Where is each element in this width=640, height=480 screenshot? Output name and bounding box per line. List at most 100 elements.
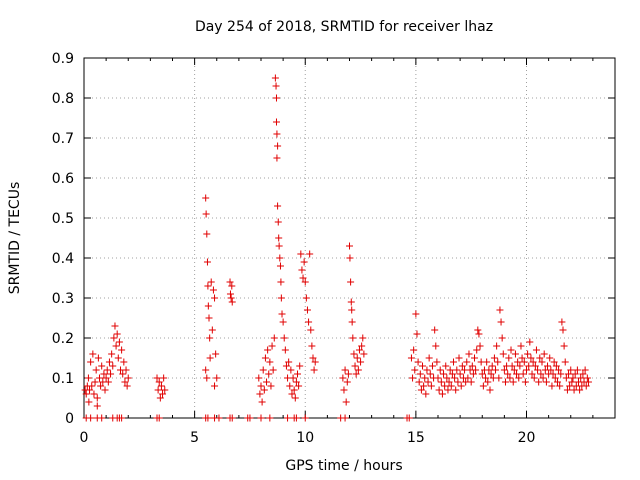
data-point — [227, 294, 235, 302]
data-point — [428, 362, 436, 370]
data-point — [407, 354, 415, 362]
data-point — [510, 366, 518, 374]
data-point — [569, 374, 577, 382]
data-point — [584, 378, 592, 386]
x-tick-label: 20 — [518, 430, 536, 446]
data-point — [288, 390, 296, 398]
data-point — [84, 374, 92, 382]
data-point — [91, 378, 99, 386]
data-point — [274, 142, 282, 150]
data-point — [122, 366, 130, 374]
data-point — [524, 350, 532, 358]
data-point — [412, 310, 420, 318]
data-point — [264, 346, 272, 354]
data-point — [85, 398, 93, 406]
data-point — [270, 334, 278, 342]
data-point — [272, 118, 280, 126]
data-point — [454, 378, 462, 386]
data-point — [226, 278, 234, 286]
data-point — [263, 378, 271, 386]
y-tick-label: 0.3 — [52, 291, 74, 307]
data-point — [555, 366, 563, 374]
data-point — [435, 386, 443, 394]
data-point — [409, 374, 417, 382]
data-point — [297, 250, 305, 258]
data-point — [276, 254, 284, 262]
data-point — [299, 274, 307, 282]
data-point — [414, 358, 422, 366]
data-point — [260, 386, 268, 394]
data-point — [504, 370, 512, 378]
data-point — [497, 318, 505, 326]
data-point — [309, 354, 317, 362]
data-point — [346, 242, 353, 250]
data-point — [160, 374, 168, 382]
data-point — [449, 358, 457, 366]
data-point — [108, 350, 116, 358]
data-point — [228, 282, 236, 290]
data-point — [123, 382, 131, 390]
data-point — [268, 342, 276, 350]
data-point — [307, 326, 315, 334]
data-point — [518, 354, 526, 362]
data-point — [565, 370, 573, 378]
data-point — [440, 370, 448, 378]
data-point — [348, 318, 356, 326]
data-point — [277, 294, 285, 302]
data-point — [566, 382, 574, 390]
data-point — [532, 346, 540, 354]
data-point — [354, 366, 362, 374]
data-point — [536, 354, 544, 362]
data-point — [301, 414, 309, 422]
data-point — [438, 390, 446, 398]
data-point — [416, 370, 424, 378]
data-point — [292, 378, 300, 386]
data-point — [508, 362, 516, 370]
data-point — [107, 370, 115, 378]
data-point — [355, 346, 363, 354]
data-point — [281, 346, 289, 354]
data-point — [559, 326, 567, 334]
data-point — [295, 382, 303, 390]
data-point — [411, 366, 419, 374]
x-tick-label: 5 — [190, 430, 199, 446]
data-point — [484, 378, 492, 386]
data-point — [483, 358, 491, 366]
data-point — [343, 378, 351, 386]
data-point — [521, 378, 529, 386]
data-point — [475, 330, 483, 338]
data-point — [284, 414, 292, 422]
data-point — [413, 330, 421, 338]
data-point — [528, 370, 536, 378]
data-point — [422, 390, 430, 398]
data-point — [303, 306, 311, 314]
data-point — [153, 374, 161, 382]
data-point — [205, 314, 213, 322]
data-point — [432, 342, 440, 350]
data-point — [87, 414, 95, 422]
data-point — [341, 366, 349, 374]
data-point — [203, 258, 211, 266]
data-point — [453, 366, 461, 374]
data-point — [495, 374, 503, 382]
y-axis-label: SRMTID / TECUs — [7, 182, 23, 295]
data-point — [563, 386, 571, 394]
data-point — [467, 378, 475, 386]
data-point — [488, 362, 496, 370]
data-point — [546, 354, 554, 362]
data-point — [298, 266, 306, 274]
data-point — [468, 362, 476, 370]
data-point — [159, 390, 167, 398]
data-point — [446, 366, 454, 374]
data-point — [556, 382, 564, 390]
data-point — [257, 382, 265, 390]
data-point — [562, 374, 570, 382]
data-point — [300, 258, 308, 266]
data-point — [308, 342, 316, 350]
data-point — [294, 370, 302, 378]
data-point — [273, 154, 281, 162]
x-axis-label: GPS time / hours — [285, 458, 402, 474]
data-point — [287, 366, 295, 374]
data-point — [458, 362, 466, 370]
data-point — [421, 374, 429, 382]
